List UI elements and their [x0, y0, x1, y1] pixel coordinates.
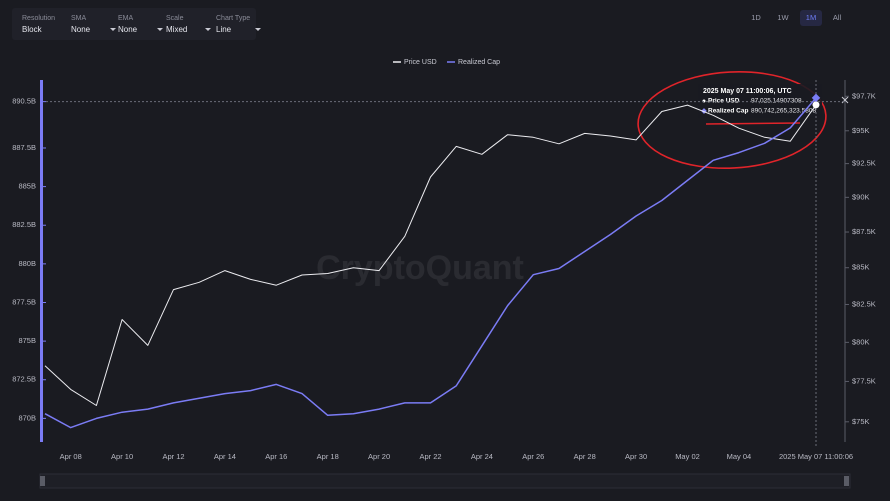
x-tick-label: Apr 12: [162, 452, 184, 461]
range-button[interactable]: 1D: [751, 13, 761, 22]
x-tick-label: Apr 08: [60, 452, 82, 461]
navigator-handle[interactable]: [40, 476, 45, 486]
control-value[interactable]: None: [118, 25, 138, 34]
y2-tick-label: $82.5K: [852, 299, 876, 308]
tooltip-value: 890,742,265,323.5808: [751, 108, 816, 115]
tooltip-title: 2025 May 07 11:00:06, UTC: [703, 88, 792, 95]
x-tick-label: Apr 26: [522, 452, 544, 461]
navigator[interactable]: [39, 473, 851, 489]
control-label: Scale: [166, 15, 184, 22]
watermark: CryptoQuant: [316, 249, 524, 287]
x-tick-label: Apr 20: [368, 452, 390, 461]
x-tick-label: May 02: [675, 452, 700, 461]
y-tick-label: 890.5B: [12, 97, 36, 106]
y-tick-label: 885B: [18, 182, 36, 191]
control-value[interactable]: None: [71, 25, 91, 34]
y-tick-label: 882.5B: [12, 220, 36, 229]
toolbar: [12, 8, 256, 40]
y2-tick-label: $92.5K: [852, 159, 876, 168]
y2-tick-label: $80K: [852, 337, 870, 346]
x-tick-label: Apr 14: [214, 452, 236, 461]
range-button[interactable]: 1M: [806, 13, 816, 22]
tooltip: [698, 84, 822, 118]
control-label: EMA: [118, 15, 134, 22]
dropdown-caret: [157, 28, 163, 31]
dropdown-caret: [110, 28, 116, 31]
control-value[interactable]: Line: [216, 25, 232, 34]
tooltip-name: Realized Cap: [708, 108, 748, 115]
dropdown-caret: [205, 28, 211, 31]
y-tick-label: 875B: [18, 336, 36, 345]
y2-tick-label: $90K: [852, 192, 870, 201]
x-tick-label: Apr 24: [471, 452, 493, 461]
y2-tick-label: $77.5K: [852, 376, 876, 385]
active-range-bg: [800, 10, 822, 26]
y2-tick-label: $85K: [852, 263, 870, 272]
y2-tick-label: $97.7K: [852, 91, 876, 100]
navigator-handle[interactable]: [844, 476, 849, 486]
x-tick-label: Apr 16: [265, 452, 287, 461]
control-label: Chart Type: [216, 15, 250, 22]
x-tick-label: May 04: [727, 452, 752, 461]
y-tick-label: 877.5B: [12, 297, 36, 306]
annotation-underline: [705, 122, 801, 125]
series-line: [44, 104, 817, 406]
x-tick-label: Apr 28: [574, 452, 596, 461]
x-tick-label: 2025 May 07 11:00:06: [779, 452, 853, 461]
y2-tick-label: $87.5K: [852, 227, 876, 236]
x-tick-label: Apr 10: [111, 452, 133, 461]
y-tick-label: 870B: [18, 413, 36, 422]
left-axis: [40, 80, 43, 442]
range-button[interactable]: 1W: [777, 13, 789, 22]
annotation-circle: [637, 71, 827, 169]
y-tick-label: 872.5B: [12, 375, 36, 384]
series-line: [44, 97, 817, 429]
tooltip-value: 97,025.14907308: [751, 98, 802, 105]
x-tick-label: Apr 22: [419, 452, 441, 461]
y-tick-label: 887.5B: [12, 143, 36, 152]
x-tick-label: Apr 30: [625, 452, 647, 461]
y2-tick-label: $95K: [852, 126, 870, 135]
y2-tick-label: $75K: [852, 417, 870, 426]
control-value[interactable]: Mixed: [166, 25, 187, 34]
control-value[interactable]: Block: [22, 25, 43, 34]
control-label: SMA: [71, 15, 87, 22]
range-button[interactable]: All: [833, 13, 842, 22]
legend-label[interactable]: Price USD: [404, 59, 437, 66]
y-tick-label: 880B: [18, 259, 36, 268]
control-label: Resolution: [22, 15, 55, 22]
legend-label[interactable]: Realized Cap: [458, 59, 500, 66]
last-point: [812, 101, 820, 109]
x-tick-label: Apr 18: [317, 452, 339, 461]
dropdown-caret: [255, 28, 261, 31]
